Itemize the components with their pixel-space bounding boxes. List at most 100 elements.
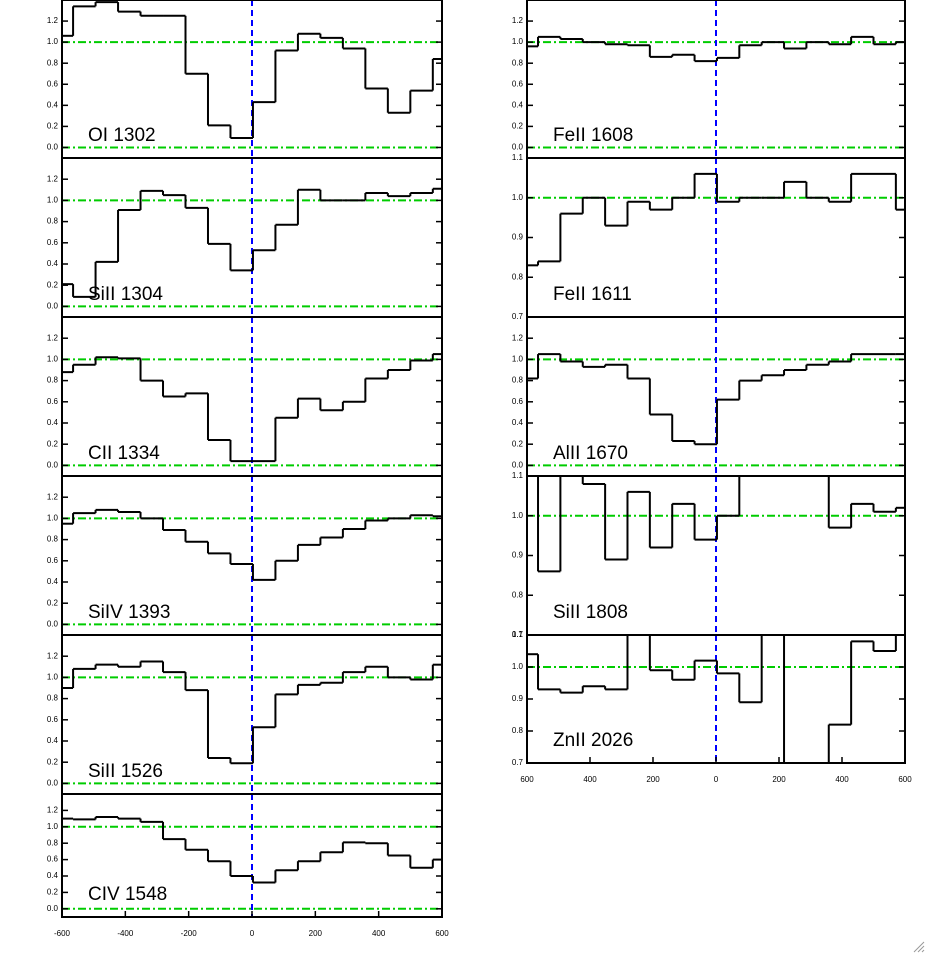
y-tick-label: 0.6 [512,397,524,406]
y-tick-label: 0.6 [512,79,524,88]
profile [62,660,442,765]
profile [62,815,442,884]
y-tick-label: 0.8 [512,272,524,281]
y-tick-label: 0.8 [512,590,524,599]
x-tick-label: 0 [714,775,719,784]
y-tick-label: 0.4 [512,418,524,427]
y-tick-label: 0.4 [47,100,59,109]
panel-label: FeII 1611 [553,284,632,305]
y-tick-label: 0.6 [47,79,59,88]
y-tick-label: 0.0 [47,461,59,470]
y-tick-label: 0.4 [47,259,59,268]
y-tick-label: 0.2 [47,122,59,131]
x-tick-label: 200 [772,775,786,784]
x-tick-label: -400 [117,929,134,938]
y-tick-label: 0.2 [47,598,59,607]
y-tick-label: 0.8 [47,838,59,847]
y-tick-label: 0.0 [512,143,524,152]
y-tick-label: 0.9 [512,551,524,560]
x-tick-label: 600 [435,929,449,938]
panel: 0.0 0.2 0.4 0.6 0.8 1.0 1.2 -600 -400 -200 0 200 400… [47,793,449,938]
profile [62,1,442,139]
y-tick-label: 0.7 [512,312,524,321]
profile [527,35,905,63]
y-tick-label: 1.2 [512,16,524,25]
x-tick-label: 200 [309,929,323,938]
y-tick-label: 1.2 [47,333,59,342]
y-tick-label: 0.2 [47,757,59,766]
y-tick-label: 0.0 [47,904,59,913]
panel: 0.0 0.2 0.4 0.6 0.8 1.0 1.2 SiIV 1393 [47,475,443,636]
panel: 0.7 0.8 0.9 1.0 1.1 FeII 1611 [512,153,906,321]
panel-label: SiII 1526 [88,761,163,782]
y-tick-label: 1.0 [47,196,59,205]
y-tick-label: 0.4 [512,100,524,109]
y-tick-label: 0.6 [47,715,59,724]
x-tick-label: -200 [181,929,198,938]
y-tick-label: 0.2 [512,122,524,131]
panel-label: SiII 1808 [553,602,628,623]
panel: 0.7 0.8 0.9 1.0 1.1 600 400 200 0 200 400 600 ZnII 2… [512,630,912,784]
x-tick-label: 400 [372,929,386,938]
profile [62,353,442,463]
y-tick-label: 0.6 [47,238,59,247]
y-tick-label: 0.9 [512,694,524,703]
panel: 0.0 0.2 0.4 0.6 0.8 1.0 1.2 AlII 1670 [512,316,906,477]
x-tick-label: -600 [54,929,71,938]
y-tick-label: 1.2 [47,174,59,183]
panel-label: ZnII 2026 [553,730,633,751]
profile [62,508,442,581]
panel: 0.0 0.2 0.4 0.6 0.8 1.0 1.2 FeII 1608 [512,0,906,159]
y-tick-label: 1.1 [512,471,524,480]
y-tick-label: 1.0 [512,511,524,520]
y-tick-label: 1.2 [47,806,59,815]
panel: 0.0 0.2 0.4 0.6 0.8 1.0 1.2 SiII 1526 [47,634,443,795]
y-tick-label: 0.0 [512,461,524,470]
y-tick-label: 1.0 [47,37,59,46]
y-tick-label: 1.2 [47,492,59,501]
x-tick-label: 600 [520,775,534,784]
y-tick-label: 0.8 [512,726,524,735]
y-tick-label: 0.0 [47,302,59,311]
x-tick-label: 400 [835,775,849,784]
y-tick-label: 0.4 [47,418,59,427]
panel-label: OI 1302 [88,125,156,146]
profile [527,476,905,573]
x-tick-label: 0 [250,929,255,938]
y-tick-label: 0.2 [47,280,59,289]
panel-label: AlII 1670 [553,443,628,464]
panel-label: SiII 1304 [88,284,163,305]
x-tick-label: 200 [646,775,660,784]
x-tick-label: 600 [898,775,912,784]
panel: 0.7 0.8 0.9 1.0 1.1 SiII 1808 [512,471,906,639]
y-tick-label: 1.0 [47,822,59,831]
y-tick-label: 0.0 [47,779,59,788]
panel: 0.0 0.2 0.4 0.6 0.8 1.0 1.2 SiII 1304 [47,157,443,318]
panel-label: SiIV 1393 [88,602,170,623]
y-tick-label: 0.6 [47,556,59,565]
y-tick-label: 1.0 [512,193,524,202]
x-tick-label: 400 [583,775,597,784]
y-tick-label: 0.4 [47,736,59,745]
y-tick-label: 1.1 [512,630,524,639]
panel-label: CII 1334 [88,443,160,464]
y-tick-label: 0.6 [47,855,59,864]
profile [527,635,905,763]
profile [527,172,905,267]
y-tick-label: 0.7 [512,758,524,767]
y-tick-label: 0.8 [47,535,59,544]
profile [62,187,442,298]
y-tick-label: 0.0 [47,620,59,629]
y-tick-label: 1.0 [512,37,524,46]
y-tick-label: 0.8 [47,217,59,226]
y-tick-label: 1.2 [47,651,59,660]
y-tick-label: 0.9 [512,233,524,242]
resize-grip [913,941,925,953]
y-tick-label: 1.0 [512,355,524,364]
y-tick-label: 0.8 [512,58,524,67]
y-tick-label: 0.2 [47,888,59,897]
y-tick-label: 1.0 [47,514,59,523]
y-tick-label: 0.8 [47,694,59,703]
y-tick-label: 0.2 [512,439,524,448]
